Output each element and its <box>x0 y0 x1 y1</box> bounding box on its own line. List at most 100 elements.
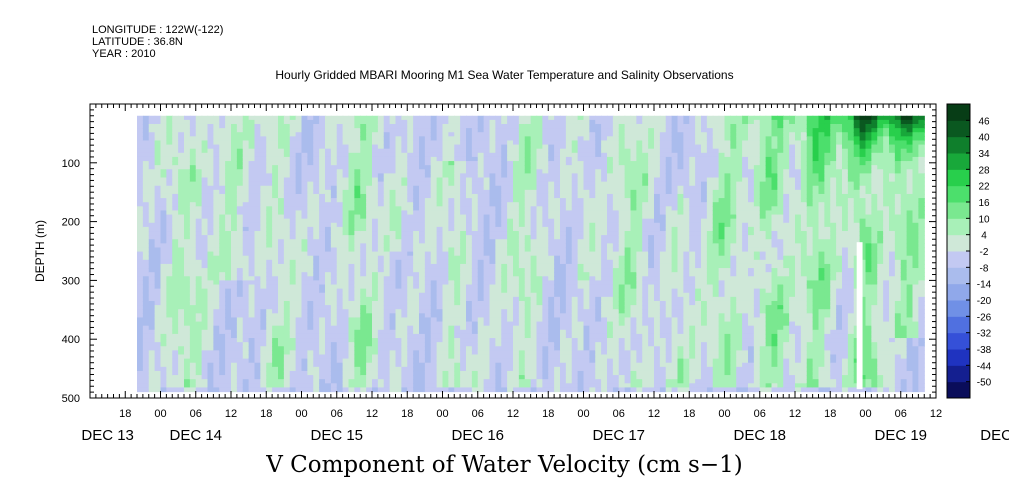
heatmap-cell <box>330 161 338 166</box>
heatmap-cell <box>383 156 391 162</box>
heatmap-cell <box>495 173 502 179</box>
heatmap-cell <box>407 148 414 154</box>
heatmap-cell <box>231 202 238 207</box>
heatmap-cell <box>377 243 385 249</box>
heatmap-cell <box>383 119 391 125</box>
heatmap-cell <box>201 276 209 281</box>
heatmap-cell <box>342 148 350 154</box>
heatmap-cell <box>225 115 232 121</box>
heatmap-cell <box>301 177 308 183</box>
heatmap-cell <box>137 185 144 191</box>
heatmap-cell <box>325 284 332 290</box>
heatmap-cell <box>330 342 338 347</box>
heatmap-cell <box>278 173 285 179</box>
heatmap-cell <box>483 206 491 212</box>
heatmap-cell <box>489 156 496 162</box>
heatmap-cell <box>213 387 220 393</box>
heatmap-cell <box>189 259 197 265</box>
heatmap-cell <box>483 140 491 146</box>
heatmap-cell <box>542 235 549 240</box>
heatmap-cell <box>313 292 320 298</box>
heatmap-cell <box>272 305 279 310</box>
heatmap-cell <box>530 132 538 137</box>
heatmap-cell <box>565 231 573 236</box>
heatmap-cell <box>342 239 350 244</box>
heatmap-cell <box>471 292 479 298</box>
heatmap-cell <box>142 350 150 356</box>
heatmap-cell <box>401 305 408 310</box>
heatmap-cell <box>160 247 167 253</box>
heatmap-cell <box>377 231 385 236</box>
heatmap-cell <box>325 148 332 154</box>
heatmap-cell <box>283 235 291 240</box>
heatmap-cell <box>466 235 473 240</box>
heatmap-cell <box>166 375 173 380</box>
heatmap-cell <box>395 231 402 236</box>
heatmap-cell <box>354 173 361 179</box>
heatmap-cell <box>283 280 291 286</box>
heatmap-cell <box>266 128 273 133</box>
heatmap-cell <box>524 358 532 364</box>
heatmap-cell <box>313 276 320 281</box>
heatmap-cell <box>419 140 426 146</box>
heatmap-cell <box>148 247 156 253</box>
heatmap-cell <box>236 383 244 389</box>
heatmap-cell <box>383 243 391 249</box>
heatmap-cell <box>295 198 303 203</box>
heatmap-cell <box>160 255 167 261</box>
heatmap-cell <box>483 165 491 170</box>
heatmap-cell <box>272 383 279 389</box>
heatmap-cell <box>513 247 520 253</box>
heatmap-cell <box>348 165 355 170</box>
heatmap-cell <box>137 202 144 207</box>
heatmap-cell <box>231 268 238 273</box>
heatmap-cell <box>489 350 496 356</box>
heatmap-cell <box>189 231 197 236</box>
heatmap-cell <box>366 243 373 249</box>
heatmap-cell <box>213 375 220 380</box>
heatmap-cell <box>189 165 197 170</box>
heatmap-cell <box>424 255 432 261</box>
heatmap-cell <box>236 226 244 232</box>
heatmap-cell <box>471 235 479 240</box>
heatmap-cell <box>436 185 444 191</box>
heatmap-cell <box>454 152 461 158</box>
heatmap-cell <box>507 366 514 372</box>
heatmap-cell <box>560 296 567 302</box>
heatmap-cell <box>148 325 156 331</box>
heatmap-cell <box>430 218 438 224</box>
heatmap-cell <box>248 317 256 323</box>
heatmap-cell <box>424 268 432 273</box>
heatmap-cell <box>301 268 308 273</box>
heatmap-cell <box>383 140 391 146</box>
heatmap-cell <box>301 383 308 389</box>
heatmap-cell <box>495 165 502 170</box>
heatmap-cell <box>548 193 555 199</box>
heatmap-cell <box>142 375 150 380</box>
heatmap-cell <box>260 119 267 125</box>
heatmap-cell <box>248 169 256 174</box>
heatmap-cell <box>395 123 402 129</box>
heatmap-cell <box>236 193 244 199</box>
heatmap-cell <box>342 259 350 265</box>
heatmap-cell <box>201 193 209 199</box>
heatmap-cell <box>254 119 261 125</box>
heatmap-cell <box>436 317 444 323</box>
heatmap-cell <box>436 165 444 170</box>
heatmap-cell <box>301 317 308 323</box>
heatmap-cell <box>189 288 197 294</box>
heatmap-cell <box>172 226 179 232</box>
heatmap-cell <box>354 185 361 191</box>
heatmap-cell <box>554 362 561 368</box>
heatmap-cell <box>201 354 209 360</box>
heatmap-cell <box>489 383 496 389</box>
heatmap-cell <box>172 255 179 261</box>
heatmap-cell <box>172 346 179 351</box>
heatmap-cell <box>283 239 291 244</box>
heatmap-cell <box>272 333 279 339</box>
heatmap-cell <box>213 305 220 310</box>
heatmap-cell <box>501 296 508 302</box>
heatmap-cell <box>454 280 461 286</box>
heatmap-cell <box>507 383 514 389</box>
heatmap-cell <box>513 346 520 351</box>
